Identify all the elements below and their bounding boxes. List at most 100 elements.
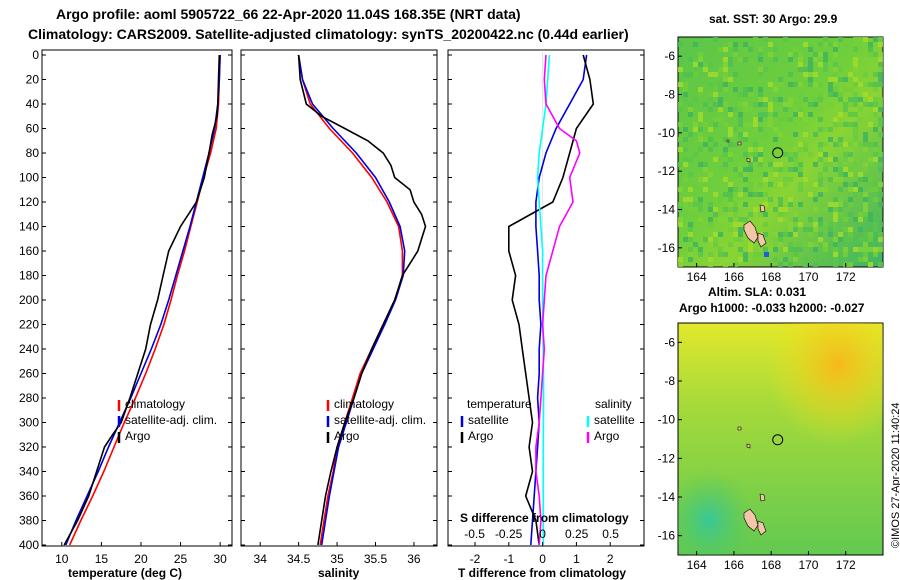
sst-pixel	[878, 67, 883, 72]
sst-pixel	[783, 207, 788, 212]
sst-pixel	[778, 77, 783, 82]
sst-pixel	[798, 202, 803, 207]
sst-pixel	[873, 87, 878, 92]
y-tick-label: 180	[19, 269, 39, 283]
sst-pixel	[853, 142, 858, 147]
sst-pixel	[873, 252, 878, 257]
sst-pixel	[768, 122, 773, 127]
sst-pixel	[868, 47, 873, 52]
island-small-3	[746, 157, 751, 163]
sst-pixel	[863, 252, 868, 257]
sst-map-speckle	[678, 37, 883, 267]
sst-pixel	[828, 87, 833, 92]
sst-pixel	[808, 152, 813, 157]
sst-pixel	[703, 122, 708, 127]
sst-pixel	[798, 112, 803, 117]
sst-pixel	[843, 237, 848, 242]
sst-pixel	[708, 127, 713, 132]
sst-pixel	[733, 142, 738, 147]
sst-pixel	[753, 37, 758, 42]
sst-pixel	[698, 202, 703, 207]
sst-pixel	[868, 142, 873, 147]
sst-pixel	[848, 197, 853, 202]
sst-pixel	[838, 137, 843, 142]
legend-argo-label: Argo	[334, 429, 360, 443]
legend-salinity-title: salinity	[595, 397, 632, 411]
y-tick-label: 320	[19, 440, 39, 454]
sst-pixel	[798, 52, 803, 57]
sst-pixel	[708, 62, 713, 67]
sst-pixel	[873, 102, 878, 107]
sst-pixel	[838, 67, 843, 72]
sst-pixel	[773, 232, 778, 237]
sst-pixel	[708, 137, 713, 142]
sst-pixel	[823, 152, 828, 157]
sst-pixel	[793, 152, 798, 157]
sst-pixel	[833, 257, 838, 262]
sst-pixel	[788, 197, 793, 202]
sst-pixel	[733, 52, 738, 57]
sst-pixel	[798, 247, 803, 252]
sst-pixel	[793, 97, 798, 102]
sst-pixel	[718, 107, 723, 112]
sst-pixel	[688, 232, 693, 237]
sst-pixel	[768, 182, 773, 187]
sst-pixel	[793, 67, 798, 72]
sla-low-anomaly	[678, 323, 883, 555]
sst-pixel	[698, 162, 703, 167]
sst-pixel	[698, 87, 703, 92]
sst-pixel	[683, 197, 688, 202]
sst-pixel	[763, 122, 768, 127]
sst-pixel	[703, 237, 708, 242]
sst-pixel	[808, 62, 813, 67]
sst-pixel	[798, 47, 803, 52]
sst-pixel	[683, 72, 688, 77]
sst-pixel	[733, 107, 738, 112]
sst-pixel	[823, 207, 828, 212]
sst-pixel	[853, 62, 858, 67]
legend-temp-satellite-label: satellite	[468, 413, 509, 427]
sst-pixel	[743, 87, 748, 92]
sst-pixel	[788, 82, 793, 87]
sst-pixel	[863, 202, 868, 207]
y-tick-label: 300	[19, 416, 39, 430]
sst-pixel	[823, 187, 828, 192]
map-x-tick-label: 170	[798, 270, 818, 284]
sst-pixel	[843, 102, 848, 107]
sst-pixel	[713, 122, 718, 127]
sst-pixel	[793, 257, 798, 262]
sst-pixel	[743, 252, 748, 257]
sst-pixel	[768, 102, 773, 107]
sst-pixel	[718, 82, 723, 87]
sst-pixel	[863, 257, 868, 262]
sst-pixel	[718, 217, 723, 222]
sst-pixel	[818, 177, 823, 182]
sst-pixel	[793, 157, 798, 162]
sst-pixel	[878, 242, 883, 247]
sst-pixel	[693, 122, 698, 127]
sst-pixel	[813, 57, 818, 62]
sst-pixel	[738, 257, 743, 262]
sst-pixel	[863, 132, 868, 137]
sst-pixel	[843, 87, 848, 92]
sst-pixel	[723, 152, 728, 157]
sst-pixel	[828, 222, 833, 227]
sst-pixel	[758, 182, 763, 187]
sst-pixel	[853, 192, 858, 197]
sst-pixel	[758, 127, 763, 132]
sst-pixel	[838, 187, 843, 192]
sst-pixel	[828, 157, 833, 162]
sst-pixel	[778, 242, 783, 247]
sst-pixel	[723, 167, 728, 172]
sst-pixel	[698, 137, 703, 142]
sst-pixel	[733, 202, 738, 207]
sst-pixel	[828, 77, 833, 82]
sst-pixel	[878, 247, 883, 252]
sst-pixel	[853, 257, 858, 262]
sst-pixel	[773, 57, 778, 62]
sst-pixel	[783, 117, 788, 122]
sst-pixel	[833, 67, 838, 72]
sst-pixel	[863, 207, 868, 212]
sst-pixel	[818, 187, 823, 192]
series-salinity-satellite	[536, 54, 551, 545]
